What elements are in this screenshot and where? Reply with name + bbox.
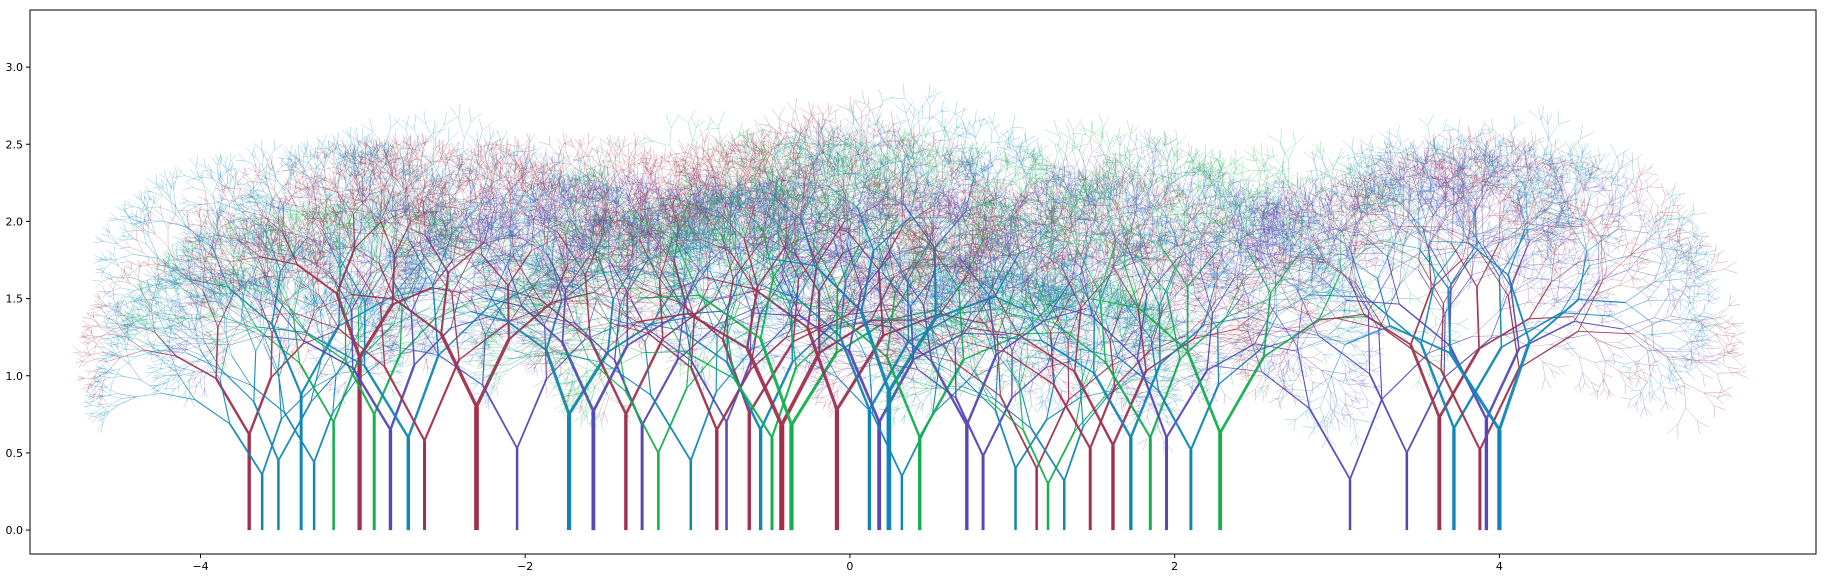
tree-chart: −4 −2 0 2 4 0.00.51.01.52.02.53.0 <box>0 0 1826 578</box>
